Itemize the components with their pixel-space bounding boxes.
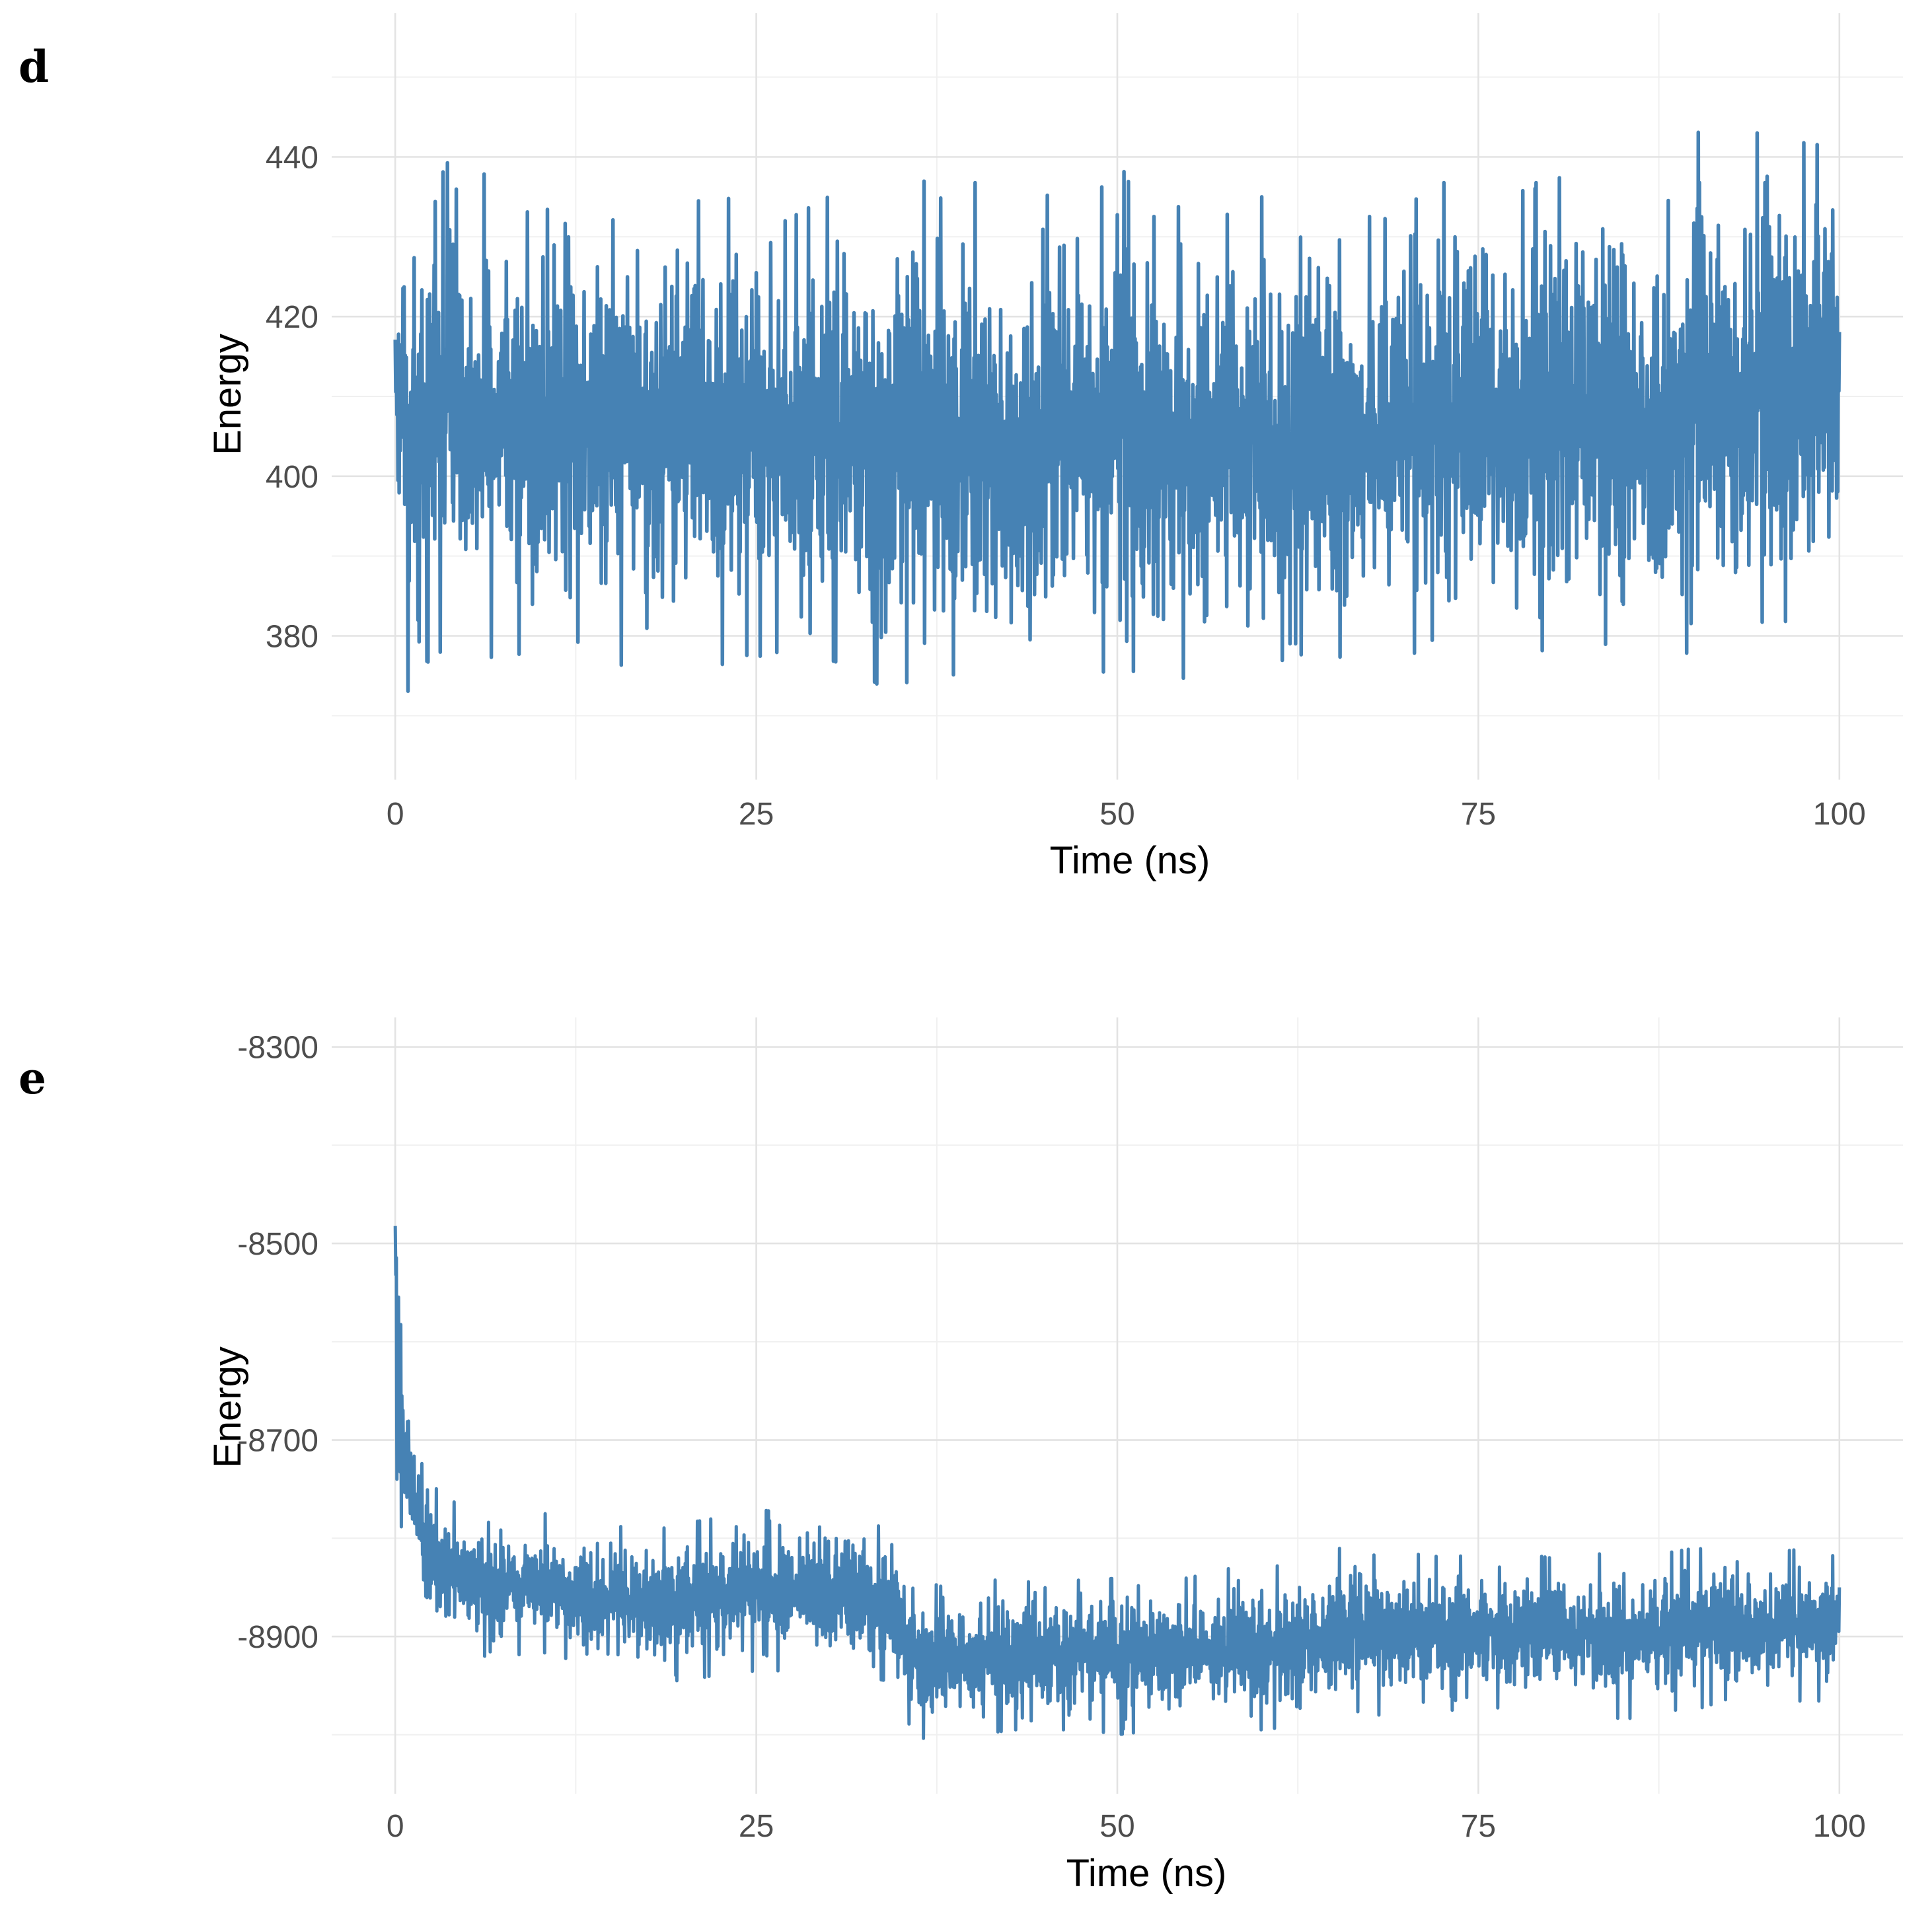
x-tick-label: 25 <box>739 797 774 832</box>
energy-trace <box>393 1226 1841 1740</box>
y-axis-title: Energy <box>206 1346 249 1468</box>
x-tick-label: 75 <box>1461 1809 1496 1844</box>
y-tick-label: -8300 <box>237 1031 318 1066</box>
y-axis-title: Energy <box>206 334 249 455</box>
panel-d: d 380 400 420 440 0 25 50 75 100 Time (n… <box>19 13 1903 882</box>
y-tick-label: -8700 <box>237 1424 318 1459</box>
panel-e-energy-series <box>393 1226 1841 1740</box>
panel-e: e -8300 -8500 -8700 -8900 0 25 50 75 100… <box>19 1017 1903 1895</box>
x-tick-label: 25 <box>739 1809 774 1844</box>
x-tick-label: 0 <box>387 797 404 832</box>
panel-d-energy-series <box>393 130 1841 693</box>
y-tick-label: -8900 <box>237 1620 318 1655</box>
y-tick-label: 420 <box>266 300 318 335</box>
x-axis-title: Time (ns) <box>1050 839 1210 882</box>
panel-e-y-tick-labels: -8300 -8500 -8700 -8900 <box>237 1031 318 1655</box>
x-tick-label: 75 <box>1461 797 1496 832</box>
energy-trace <box>393 130 1841 693</box>
panel-label-e: e <box>19 1052 46 1104</box>
y-tick-label: 400 <box>266 460 318 495</box>
x-tick-label: 50 <box>1099 1809 1134 1844</box>
x-tick-label: 100 <box>1813 797 1866 832</box>
panel-d-x-tick-labels: 0 25 50 75 100 <box>387 797 1866 832</box>
y-tick-label: 380 <box>266 620 318 655</box>
x-tick-label: 0 <box>387 1809 404 1844</box>
x-tick-label: 100 <box>1813 1809 1866 1844</box>
panel-label-d: d <box>19 41 49 92</box>
panel-e-x-tick-labels: 0 25 50 75 100 <box>387 1809 1866 1844</box>
x-axis-title: Time (ns) <box>1066 1852 1227 1895</box>
x-tick-label: 50 <box>1099 797 1134 832</box>
y-tick-label: 440 <box>266 141 318 176</box>
y-tick-label: -8500 <box>237 1227 318 1262</box>
panel-d-y-tick-labels: 380 400 420 440 <box>266 141 318 655</box>
